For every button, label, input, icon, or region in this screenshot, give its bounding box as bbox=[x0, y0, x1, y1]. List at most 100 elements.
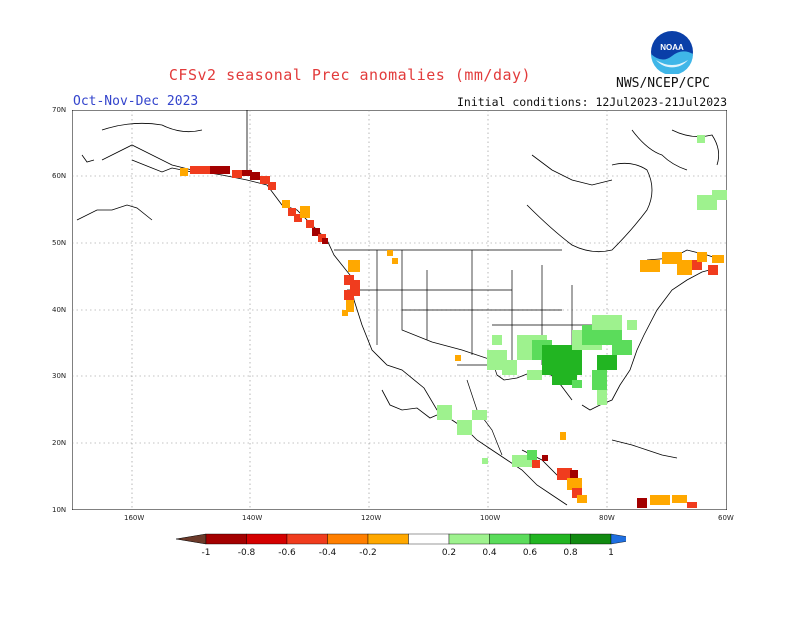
anomaly-cell bbox=[268, 182, 276, 190]
anomaly-cell bbox=[322, 238, 328, 244]
anomaly-cell bbox=[457, 420, 472, 435]
anomaly-cell bbox=[190, 166, 210, 174]
colorbar-label: 0.8 bbox=[563, 548, 578, 558]
lat-label: 50N bbox=[52, 239, 67, 247]
anomaly-cell bbox=[294, 214, 302, 222]
colorbar-swatch bbox=[448, 533, 490, 545]
anomaly-cell bbox=[567, 478, 582, 490]
colorbar-label: -0.4 bbox=[318, 548, 337, 558]
colorbar-label: -0.6 bbox=[278, 548, 296, 558]
lat-label: 20N bbox=[52, 439, 67, 447]
anomaly-cell bbox=[692, 260, 702, 270]
colorbar-swatch bbox=[529, 533, 571, 545]
anomaly-cell bbox=[492, 335, 502, 345]
lon-label: 80W bbox=[599, 514, 615, 522]
anomaly-cell bbox=[527, 370, 542, 380]
colorbar-label: 0.6 bbox=[522, 548, 538, 558]
anomaly-cell bbox=[527, 450, 537, 460]
anomaly-cell bbox=[637, 498, 647, 508]
colorbar-arrow-right bbox=[610, 533, 626, 545]
anomaly-cell bbox=[344, 275, 354, 285]
anomaly-cell bbox=[672, 495, 687, 503]
anomaly-cell bbox=[712, 255, 724, 263]
anomaly-cell bbox=[232, 170, 242, 178]
anomaly-cell bbox=[572, 380, 582, 388]
lat-label: 40N bbox=[52, 306, 67, 314]
colorbar-arrow-left bbox=[176, 533, 207, 545]
anomaly-cell bbox=[346, 300, 354, 312]
colorbar-swatch bbox=[570, 533, 612, 545]
colorbar-swatch bbox=[408, 533, 450, 545]
colorbar-swatch bbox=[286, 533, 328, 545]
colorbar-label: -0.2 bbox=[359, 548, 377, 558]
anomaly-cell bbox=[627, 320, 637, 330]
anomaly-cell bbox=[708, 265, 718, 275]
anomaly-cell bbox=[572, 488, 582, 498]
anomaly-cell bbox=[597, 355, 617, 370]
anomaly-cell bbox=[592, 370, 607, 390]
lon-label: 140W bbox=[242, 514, 263, 522]
anomaly-cell bbox=[552, 365, 577, 385]
lat-label: 70N bbox=[52, 106, 67, 114]
anomaly-cell bbox=[532, 460, 540, 468]
colorbar-label: 0.2 bbox=[441, 548, 457, 558]
anomaly-cell bbox=[472, 410, 487, 420]
anomaly-cell bbox=[392, 258, 398, 264]
anomaly-cell bbox=[577, 495, 587, 503]
map-panel bbox=[72, 110, 727, 510]
colorbar-swatch bbox=[205, 533, 247, 545]
anomaly-cell bbox=[650, 495, 670, 505]
chart-title: CFSv2 seasonal Prec anomalies (mm/day) bbox=[168, 66, 532, 84]
anomaly-cell bbox=[712, 190, 727, 200]
lat-label: 30N bbox=[52, 372, 67, 380]
lon-label: 120W bbox=[361, 514, 382, 522]
anomaly-cell bbox=[687, 502, 697, 508]
anomaly-cell bbox=[697, 252, 707, 262]
map-grid bbox=[72, 110, 727, 510]
lat-label: 60N bbox=[52, 172, 67, 180]
anomaly-cell bbox=[306, 220, 314, 228]
anomaly-cell bbox=[640, 260, 660, 272]
anomaly-cell bbox=[560, 432, 566, 440]
anomaly-cell bbox=[437, 405, 452, 420]
anomaly-cell bbox=[250, 172, 260, 180]
lon-label: 160W bbox=[124, 514, 145, 522]
anomaly-cell bbox=[597, 390, 607, 405]
anomaly-cell bbox=[455, 355, 461, 361]
lat-label: 10N bbox=[52, 506, 67, 514]
anomaly-cell bbox=[210, 166, 230, 174]
anomaly-cell bbox=[348, 260, 360, 272]
colorbar-swatch bbox=[367, 533, 409, 545]
anomaly-layer bbox=[180, 135, 727, 508]
anomaly-cell bbox=[592, 315, 622, 330]
anomaly-cell bbox=[312, 228, 320, 236]
agency-label: NWS/NCEP/CPC bbox=[616, 76, 710, 91]
anomaly-cell bbox=[697, 135, 705, 143]
anomaly-cell bbox=[542, 455, 548, 461]
colorbar-label: 0.4 bbox=[482, 548, 497, 558]
colorbar bbox=[176, 533, 626, 545]
colorbar-label: -0.8 bbox=[237, 548, 256, 558]
anomaly-cell bbox=[260, 176, 270, 184]
anomaly-cell bbox=[300, 206, 310, 218]
anomaly-cell bbox=[342, 310, 348, 316]
anomaly-cell bbox=[557, 468, 572, 480]
colorbar-swatch bbox=[489, 533, 531, 545]
anomaly-cell bbox=[482, 458, 488, 464]
season-label: Oct-Nov-Dec 2023 bbox=[73, 94, 199, 109]
noaa-logo-icon: NOAA bbox=[651, 31, 693, 74]
anomaly-cell bbox=[502, 360, 517, 375]
lon-label: 100W bbox=[480, 514, 501, 522]
anomaly-cell bbox=[677, 260, 692, 275]
anomaly-cell bbox=[387, 250, 393, 256]
colorbar-label: 1 bbox=[608, 548, 614, 558]
logo-text: NOAA bbox=[660, 43, 684, 52]
anomaly-cell bbox=[570, 470, 578, 478]
initial-conditions-label: Initial conditions: 12Jul2023-21Jul2023 bbox=[456, 95, 727, 109]
anomaly-cell bbox=[282, 200, 290, 208]
colorbar-label: -1 bbox=[201, 548, 211, 558]
colorbar-swatch bbox=[246, 533, 288, 545]
anomaly-cell bbox=[612, 340, 632, 355]
colorbar-swatch bbox=[327, 533, 369, 545]
anomaly-cell bbox=[242, 170, 252, 176]
